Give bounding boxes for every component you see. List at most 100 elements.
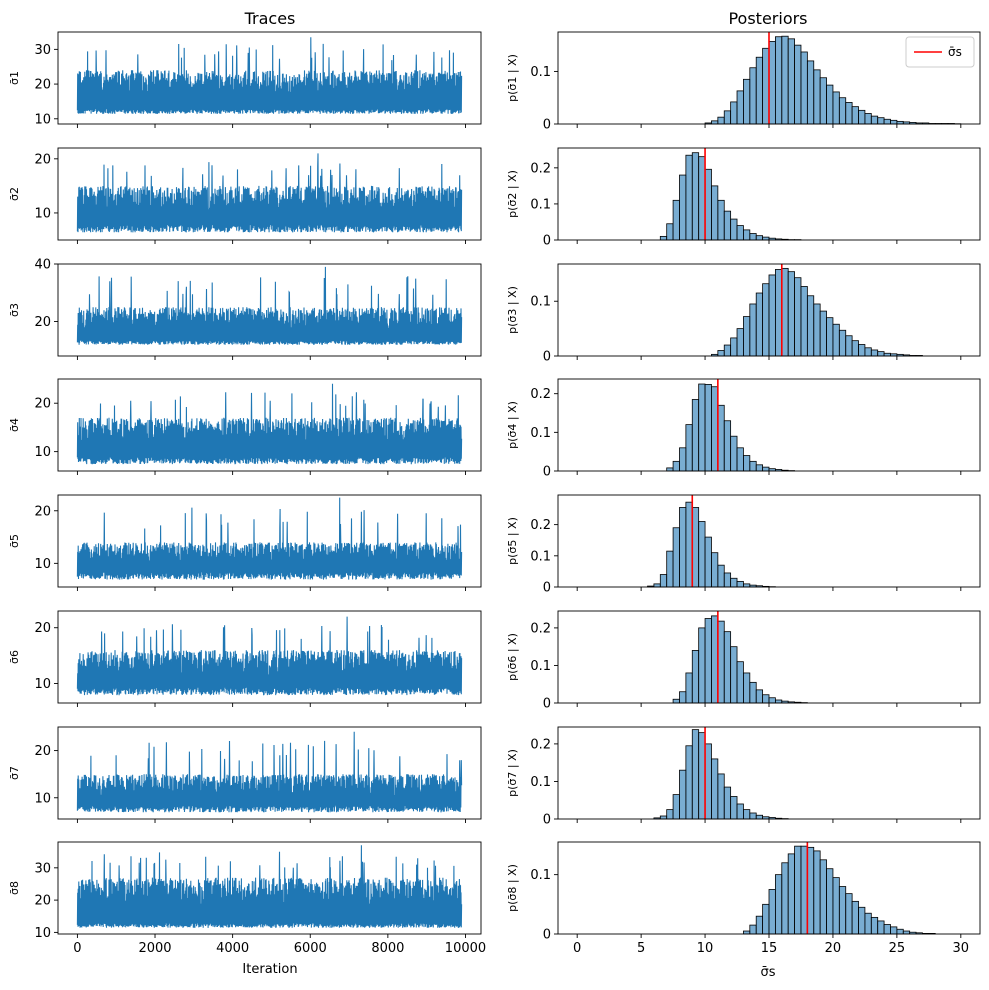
trace-ylabel-3: σ̄3 [8,303,21,317]
posterior-bar [819,310,827,357]
posterior-bar [755,235,764,241]
posterior-bar [730,435,738,472]
posteriors-title: Posteriors [728,9,807,28]
trace-ytick-label: 20 [34,78,51,93]
posterior-ytick-label: 0.2 [530,621,551,636]
posterior-bar [723,210,732,241]
posterior-xtick-label: 20 [825,941,842,956]
posterior-bar [858,906,866,935]
posterior-bar [691,650,700,704]
posterior-bar [826,84,834,125]
posterior-bar [851,340,859,357]
posterior-bar [717,773,725,820]
posterior-bar [717,199,725,241]
posterior-bar [743,672,751,704]
posterior-ytick-label: 0.1 [530,197,551,212]
posterior-bar [659,815,668,820]
posterior-bar [749,233,757,241]
posterior-ytick-label: 0.1 [530,659,551,674]
posterior-bar [711,758,719,820]
posterior-axes-frame [557,610,981,704]
panel-row-6: 10 20 σ̄6 0 0.1 0.2 p(σ̄6 | X) [8,610,981,712]
posterior-bar [736,225,744,241]
posterior-bar [685,154,693,241]
posterior-bar [781,35,789,125]
trace-ytick-label: 20 [34,621,51,636]
posterior-bar [768,697,776,704]
panel-row-4: 10 20 σ̄4 0 0.1 0.2 p(σ̄4 | X) [8,378,981,480]
posterior-bar [768,274,776,357]
posterior-bar [717,620,725,704]
posterior-bar [845,102,853,125]
trace-xtick-label: 6000 [294,941,327,956]
posterior-bar [819,77,827,125]
posterior-bar [896,928,904,935]
posterior-bar [858,344,866,357]
posterior-bar [666,223,674,241]
posterior-bar [736,90,744,125]
posterior-bar [723,786,732,820]
posterior-bar [755,814,764,820]
posterior-bar [762,694,770,704]
posterior-bar [691,729,700,820]
panel-row-3: 20 40 σ̄3 0 0.1 p(σ̄3 | X) [8,258,981,365]
posterior-bar [870,349,879,357]
trace-ytick-label: 20 [34,397,51,412]
posterior-bar [743,78,751,125]
posterior-bar [711,120,719,125]
trace-axes-frame [57,31,482,125]
posterior-bar [749,812,757,820]
trace-line-7 [76,731,463,813]
posterior-bar [743,229,751,241]
posterior-ytick-label: 0.1 [530,426,551,441]
trace-ytick-label: 20 [34,504,51,519]
posterior-bar [711,615,719,704]
posterior-bar [736,447,744,472]
posterior-bar [698,732,706,820]
posterior-bar [704,168,712,241]
posterior-ytick-label: 0 [543,581,551,596]
trace-axes-frame [57,378,482,472]
posterior-bar [826,317,834,357]
posterior-bar [672,460,680,472]
posterior-bar [755,292,764,357]
posterior-bar [832,323,840,357]
posterior-ytick-label: 0 [543,928,551,943]
posterior-bar [704,743,712,820]
posterior-bar [659,574,668,588]
posterior-bar [755,56,764,125]
trace-xtick-label: 2000 [138,941,171,956]
posterior-bar [845,893,853,935]
posterior-bar [730,101,738,125]
posterior-bar [743,583,751,588]
posterior-bar [666,467,674,472]
trace-line-5 [76,497,463,580]
posterior-bar [666,809,674,820]
trace-axes-frame [57,494,482,588]
trace-ylabel-7: σ̄7 [8,766,21,780]
posterior-ytick-label: 0 [543,813,551,828]
trace-ylabel-4: σ̄4 [8,418,21,432]
trace-ytick-label: 10 [34,206,51,221]
posterior-ytick-label: 0.2 [530,518,551,533]
posterior-bar [749,681,757,704]
posterior-bar [679,447,687,472]
posterior-bar [813,303,821,357]
posterior-bar [787,271,795,357]
posterior-ylabel-4: p(σ̄4 | X) [506,401,519,449]
posterior-bar [851,900,859,935]
posterior-bar [762,903,770,935]
posterior-bar [723,572,732,588]
posterior-bar [806,295,815,357]
posterior-bar [730,337,738,357]
posterior-bar [768,41,776,125]
posterior-ytick-label: 0 [543,234,551,249]
posterior-bar [672,527,680,588]
posterior-axes-frame [557,726,981,820]
posterior-bar [698,521,706,588]
trace-line-3 [76,266,463,345]
posterior-bar [813,850,821,935]
posterior-bar [774,874,783,935]
posterior-bar [691,399,700,472]
posterior-bar [774,699,783,704]
